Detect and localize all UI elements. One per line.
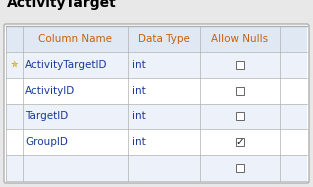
Text: ✓: ✓ (236, 137, 244, 147)
Bar (6, 103, 307, 129)
Text: int: int (132, 86, 146, 96)
Text: ✯: ✯ (11, 60, 18, 69)
Text: int: int (132, 60, 146, 70)
Text: int: int (132, 137, 146, 147)
Text: ActivityID: ActivityID (25, 86, 75, 96)
Text: Allow Nulls: Allow Nulls (212, 34, 269, 44)
Text: GroupID: GroupID (25, 137, 68, 147)
Bar (236, 138, 244, 146)
Text: ActivityTargetID: ActivityTargetID (25, 60, 107, 70)
Bar (6, 78, 307, 103)
Bar (6, 129, 307, 155)
Bar (6, 155, 307, 181)
Bar (6, 52, 307, 78)
Bar (236, 87, 244, 95)
Text: TargetID: TargetID (25, 111, 68, 121)
Bar (236, 112, 244, 120)
Text: ActivityTarget: ActivityTarget (7, 0, 117, 10)
Bar (6, 26, 307, 52)
Text: Column Name: Column Name (38, 34, 112, 44)
Bar (236, 164, 244, 172)
FancyBboxPatch shape (4, 24, 309, 183)
Text: int: int (132, 111, 146, 121)
Bar (236, 61, 244, 69)
Text: Data Type: Data Type (138, 34, 190, 44)
